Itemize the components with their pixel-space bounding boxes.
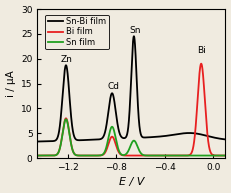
Bi film: [70, 145, 73, 147]
Bi film: [149, 154, 152, 157]
Sn-Bi film: [149, 136, 152, 138]
Legend: Sn-Bi film, Bi film, Sn film: Sn-Bi film, Bi film, Sn film: [46, 15, 109, 49]
Line: Sn film: Sn film: [37, 119, 225, 156]
Text: Zn: Zn: [61, 55, 73, 64]
Bi film: [191, 151, 193, 153]
Sn film: [65, 118, 67, 120]
Sn film: [176, 154, 179, 157]
Bi film: [224, 154, 227, 157]
Sn film: [36, 154, 39, 157]
Sn film: [224, 154, 227, 157]
Sn film: [149, 154, 152, 157]
Sn-Bi film: [133, 35, 135, 37]
Bi film: [200, 63, 203, 65]
Line: Bi film: Bi film: [37, 64, 225, 156]
Sn film: [164, 154, 167, 157]
Bi film: [143, 154, 146, 157]
Bi film: [158, 154, 161, 157]
Text: Bi: Bi: [197, 46, 206, 55]
Sn-Bi film: [224, 138, 227, 141]
Sn-Bi film: [158, 135, 161, 138]
Sn-Bi film: [191, 132, 193, 134]
Sn-Bi film: [36, 140, 39, 143]
Bi film: [176, 154, 179, 157]
Sn film: [108, 133, 111, 135]
Sn-Bi film: [176, 133, 179, 135]
X-axis label: E / V: E / V: [119, 177, 144, 187]
Sn film: [191, 154, 194, 157]
Sn-Bi film: [70, 120, 73, 123]
Bi film: [36, 154, 39, 157]
Y-axis label: i / μA: i / μA: [6, 70, 15, 97]
Sn-Bi film: [108, 104, 111, 106]
Text: Cd: Cd: [108, 82, 120, 91]
Bi film: [108, 140, 111, 143]
Sn film: [70, 146, 73, 148]
Sn film: [158, 154, 161, 157]
Line: Sn-Bi film: Sn-Bi film: [37, 36, 225, 141]
Text: Sn: Sn: [129, 26, 141, 35]
